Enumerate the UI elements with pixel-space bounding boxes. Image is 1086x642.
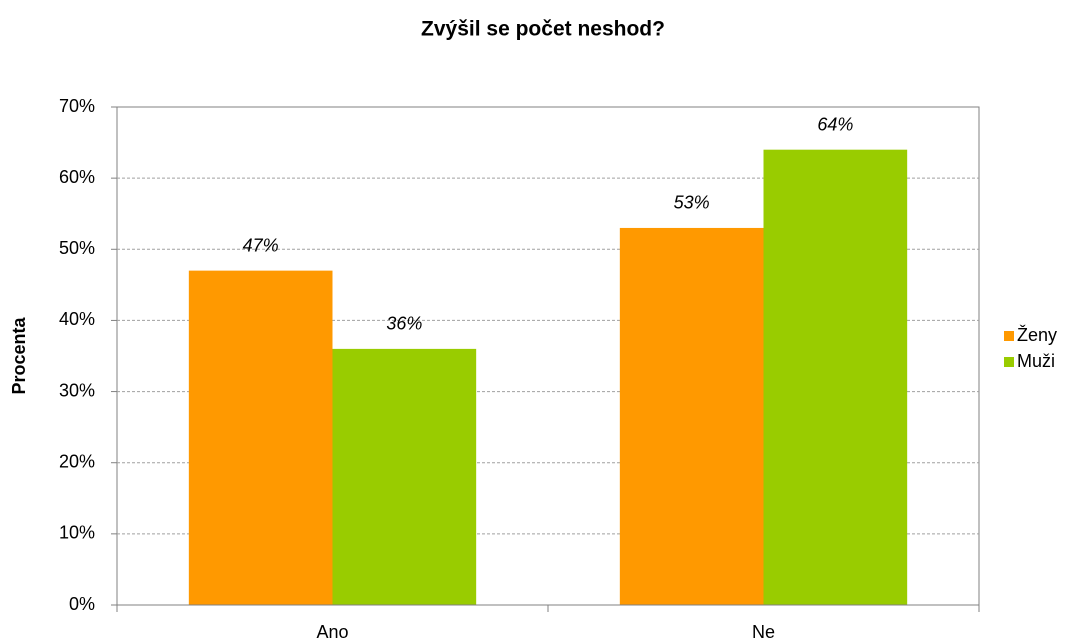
legend-swatch [1004, 357, 1014, 367]
legend-label: Ženy [1017, 325, 1057, 345]
y-tick-label: 0% [69, 594, 95, 614]
bar [763, 149, 908, 605]
value-label: 64% [817, 114, 853, 134]
bar [188, 270, 333, 605]
x-tick-label: Ne [752, 622, 775, 642]
y-tick-label: 20% [59, 451, 95, 471]
y-tick-label: 10% [59, 523, 95, 543]
value-label: 36% [386, 314, 422, 334]
y-tick-label: 70% [59, 96, 95, 116]
y-tick-label: 60% [59, 167, 95, 187]
bar [619, 227, 764, 605]
y-axis-label: Procenta [9, 316, 29, 394]
legend-label: Muži [1017, 351, 1055, 371]
value-label: 53% [674, 193, 710, 213]
bar [332, 348, 477, 605]
legend-swatch [1004, 331, 1014, 341]
y-tick-label: 30% [59, 380, 95, 400]
value-label: 47% [243, 235, 279, 255]
chart-title: Zvýšil se počet neshod? [421, 18, 665, 41]
x-tick-label: Ano [316, 622, 348, 642]
y-tick-label: 40% [59, 309, 95, 329]
y-tick-label: 50% [59, 238, 95, 258]
